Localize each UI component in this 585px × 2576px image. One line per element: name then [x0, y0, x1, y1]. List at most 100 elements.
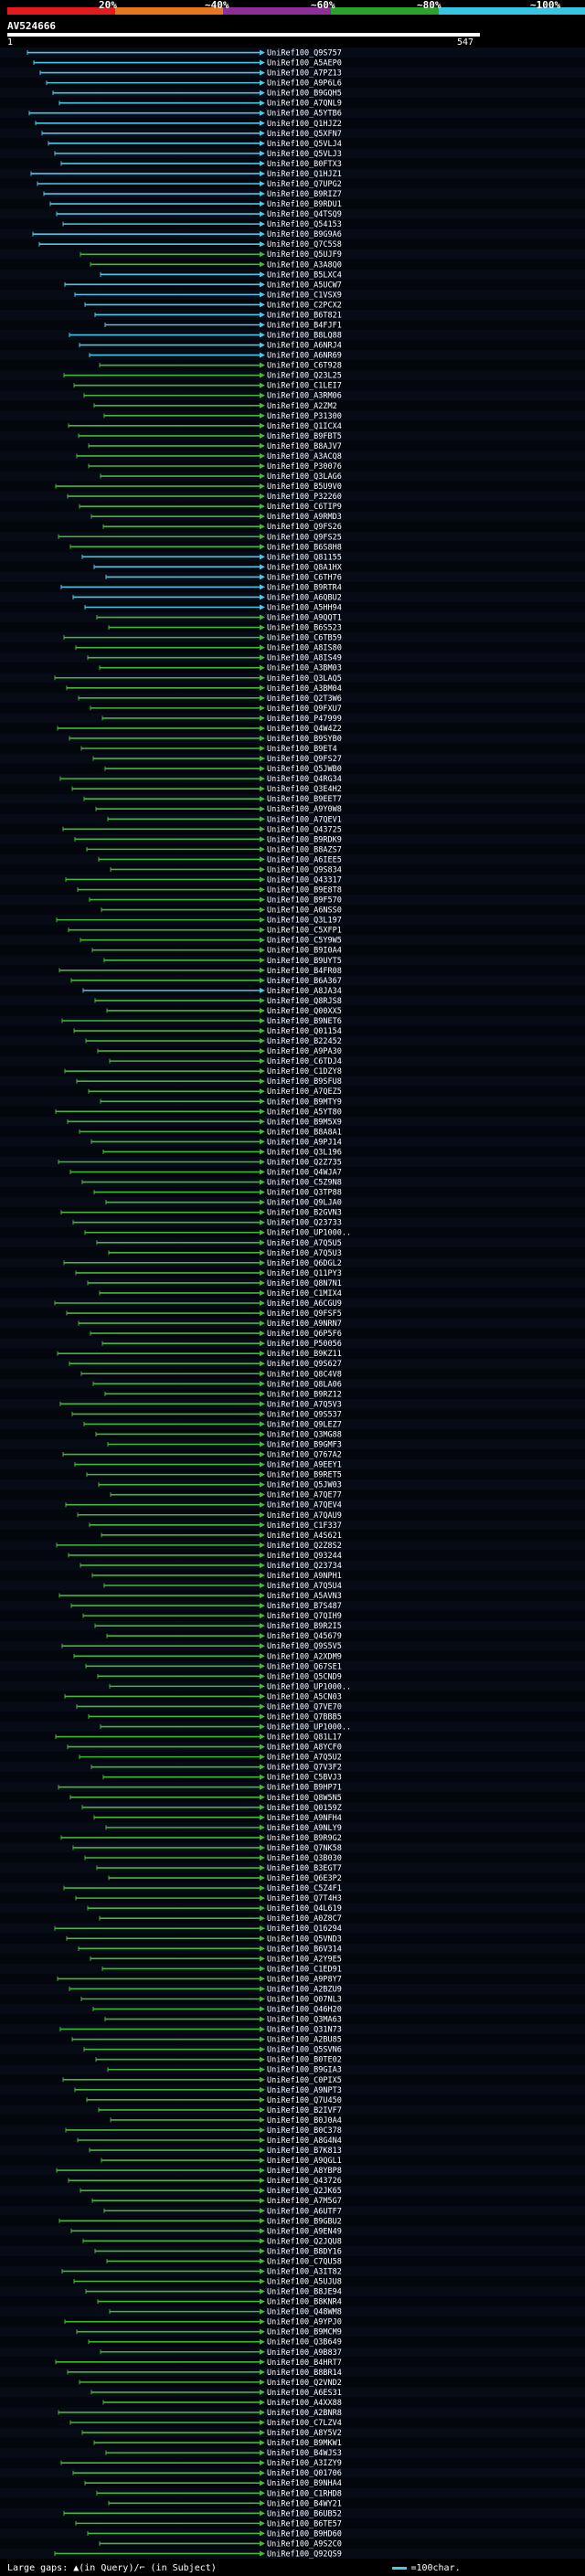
hit-label[interactable]: UniRef100_Q48WM8 — [267, 2308, 342, 2317]
hit-label[interactable]: UniRef100_Q01706 — [267, 2469, 342, 2478]
hit-label[interactable]: UniRef100_C6TDJ4 — [267, 1057, 342, 1066]
hit-label[interactable]: UniRef100_Q2Z735 — [267, 1158, 342, 1167]
hit-label[interactable]: UniRef100_Q8W5N5 — [267, 1794, 342, 1803]
hit-label[interactable]: UniRef100_Q4RG34 — [267, 775, 342, 784]
hit-label[interactable]: UniRef100_A7QEV4 — [267, 1501, 342, 1511]
hit-label[interactable]: UniRef100_C6TB59 — [267, 634, 342, 643]
hit-label[interactable]: UniRef100_Q3L196 — [267, 1148, 342, 1157]
hit-label[interactable]: UniRef100_Q2JK65 — [267, 2187, 342, 2196]
hit-label[interactable]: UniRef100_A8IS80 — [267, 644, 342, 653]
hit-label[interactable]: UniRef100_Q23L25 — [267, 372, 342, 381]
hit-label[interactable]: UniRef100_Q46H20 — [267, 2006, 342, 2015]
hit-label[interactable]: UniRef100_B9MTY9 — [267, 1097, 342, 1107]
hit-label[interactable]: UniRef100_A5YTB6 — [267, 110, 342, 119]
hit-label[interactable]: UniRef100_A2ZM2 — [267, 402, 337, 411]
hit-label[interactable]: UniRef100_A9Y0W8 — [267, 805, 342, 814]
hit-label[interactable]: UniRef100_A9EEY1 — [267, 1461, 342, 1470]
hit-label[interactable]: UniRef100_Q4L619 — [267, 1904, 342, 1913]
hit-label[interactable]: UniRef100_A2BNR8 — [267, 2409, 342, 2418]
hit-label[interactable]: UniRef100_B0C378 — [267, 2126, 342, 2136]
hit-label[interactable]: UniRef100_Q3MA63 — [267, 2016, 342, 2025]
hit-label[interactable]: UniRef100_A9NPT3 — [267, 2086, 342, 2095]
hit-label[interactable]: UniRef100_A2XDM9 — [267, 1652, 342, 1661]
hit-label[interactable]: UniRef100_C6TH76 — [267, 573, 342, 582]
hit-label[interactable]: UniRef100_Q1HJZ1 — [267, 170, 342, 179]
hit-label[interactable]: UniRef100_A9YPJ0 — [267, 2318, 342, 2327]
hit-label[interactable]: UniRef100_B9E8T8 — [267, 886, 342, 896]
hit-label[interactable]: UniRef100_Q9S5V5 — [267, 1642, 342, 1651]
hit-label[interactable]: UniRef100_A6ES31 — [267, 2389, 342, 2398]
hit-label[interactable]: UniRef100_A6UTF7 — [267, 2207, 342, 2216]
hit-label[interactable]: UniRef100_B22452 — [267, 1037, 342, 1046]
hit-label[interactable]: UniRef100_B7S487 — [267, 1602, 342, 1611]
hit-label[interactable]: UniRef100_B9NHA4 — [267, 2479, 342, 2488]
hit-label[interactable]: UniRef100_A9RMD3 — [267, 513, 342, 522]
hit-label[interactable]: UniRef100_Q9S834 — [267, 865, 342, 875]
hit-label[interactable]: UniRef100_A5YT80 — [267, 1108, 342, 1117]
hit-label[interactable]: UniRef100_Q11PY3 — [267, 1269, 342, 1278]
hit-label[interactable]: UniRef100_B9GBU2 — [267, 2217, 342, 2226]
hit-label[interactable]: UniRef100_B0FTX3 — [267, 160, 342, 169]
hit-label[interactable]: UniRef100_B9RET5 — [267, 1471, 342, 1480]
hit-label[interactable]: UniRef100_Q9LEZ7 — [267, 1420, 342, 1429]
hit-label[interactable]: UniRef100_Q5UJF9 — [267, 250, 342, 260]
hit-label[interactable]: UniRef100_Q9S627 — [267, 1360, 342, 1369]
hit-label[interactable]: UniRef100_B9SFU8 — [267, 1077, 342, 1087]
hit-label[interactable]: UniRef100_B9R9G2 — [267, 1834, 342, 1843]
hit-label[interactable]: UniRef100_A9QGL1 — [267, 2157, 342, 2166]
hit-label[interactable]: UniRef100_A5CN03 — [267, 1692, 342, 1701]
hit-label[interactable]: UniRef100_Q31N73 — [267, 2026, 342, 2035]
hit-label[interactable]: UniRef100_A9NFH4 — [267, 1814, 342, 1823]
hit-label[interactable]: UniRef100_A9P8Y7 — [267, 1975, 342, 1984]
hit-label[interactable]: UniRef100_A5AEP0 — [267, 59, 342, 69]
hit-label[interactable]: UniRef100_A7Q5U3 — [267, 1249, 342, 1258]
hit-label[interactable]: UniRef100_Q5XFN7 — [267, 130, 342, 139]
hit-label[interactable]: UniRef100_Q43726 — [267, 2177, 342, 2186]
hit-label[interactable]: UniRef100_UP1000.. — [267, 1723, 351, 1733]
hit-label[interactable]: UniRef100_Q3TP88 — [267, 1189, 342, 1198]
hit-label[interactable]: UniRef100_Q5VLJ4 — [267, 140, 342, 149]
hit-label[interactable]: UniRef100_C1VSX9 — [267, 291, 342, 300]
hit-label[interactable]: UniRef100_B8A8A1 — [267, 1128, 342, 1137]
hit-label[interactable]: UniRef100_P31300 — [267, 412, 342, 421]
hit-label[interactable]: UniRef100_A9B837 — [267, 2348, 342, 2358]
hit-label[interactable]: UniRef100_B0TE02 — [267, 2056, 342, 2065]
hit-label[interactable]: UniRef100_Q5VLJ3 — [267, 150, 342, 159]
hit-label[interactable]: UniRef100_B9MKW1 — [267, 2439, 342, 2448]
hit-label[interactable]: UniRef100_B9RTR4 — [267, 583, 342, 592]
hit-label[interactable]: UniRef100_B2GVN3 — [267, 1209, 342, 1218]
hit-label[interactable]: UniRef100_B9M5X9 — [267, 1118, 342, 1127]
hit-label[interactable]: UniRef100_B4WY21 — [267, 2499, 342, 2508]
hit-label[interactable]: UniRef100_Q6E3P2 — [267, 1874, 342, 1883]
hit-label[interactable]: UniRef100_Q07NL3 — [267, 1995, 342, 2004]
hit-label[interactable]: UniRef100_Q43725 — [267, 825, 342, 834]
hit-label[interactable]: UniRef100_A3BM04 — [267, 684, 342, 694]
hit-label[interactable]: UniRef100_B9SYB0 — [267, 735, 342, 744]
hit-label[interactable]: UniRef100_UP1000.. — [267, 1229, 351, 1238]
hit-label[interactable]: UniRef100_B9UYT5 — [267, 957, 342, 966]
hit-label[interactable]: UniRef100_Q9S537 — [267, 1410, 342, 1419]
hit-label[interactable]: UniRef100_Q67SE1 — [267, 1662, 342, 1671]
hit-label[interactable]: UniRef100_Q4WJA7 — [267, 1169, 342, 1178]
hit-label[interactable]: UniRef100_Q3LAQ5 — [267, 674, 342, 684]
hit-label[interactable]: UniRef100_A7QNL9 — [267, 100, 342, 109]
hit-label[interactable]: UniRef100_B5LXC4 — [267, 270, 342, 280]
hit-label[interactable]: UniRef100_A8JA34 — [267, 987, 342, 996]
hit-label[interactable]: UniRef100_A9NLY9 — [267, 1824, 342, 1833]
hit-label[interactable]: UniRef100_C7QU58 — [267, 2257, 342, 2266]
hit-label[interactable]: UniRef100_Q2JQU8 — [267, 2237, 342, 2246]
hit-label[interactable]: UniRef100_A7Q5U5 — [267, 1239, 342, 1248]
hit-label[interactable]: UniRef100_A2Y9E5 — [267, 1955, 342, 1964]
hit-label[interactable]: UniRef100_A3BM03 — [267, 664, 342, 673]
hit-label[interactable]: UniRef100_B9F570 — [267, 896, 342, 906]
hit-label[interactable]: UniRef100_Q9FXU7 — [267, 705, 342, 714]
hit-label[interactable]: UniRef100_B7K813 — [267, 2147, 342, 2156]
hit-label[interactable]: UniRef100_P50056 — [267, 1340, 342, 1349]
hit-label[interactable]: UniRef100_C2PCX2 — [267, 301, 342, 310]
hit-label[interactable]: UniRef100_P32260 — [267, 493, 342, 502]
hit-label[interactable]: UniRef100_B8DY16 — [267, 2247, 342, 2256]
hit-label[interactable]: UniRef100_C5Z4F1 — [267, 1884, 342, 1893]
hit-label[interactable]: UniRef100_Q5JWB0 — [267, 765, 342, 774]
hit-label[interactable]: UniRef100_Q9FSF5 — [267, 1309, 342, 1319]
hit-label[interactable]: UniRef100_Q5SVN6 — [267, 2046, 342, 2055]
